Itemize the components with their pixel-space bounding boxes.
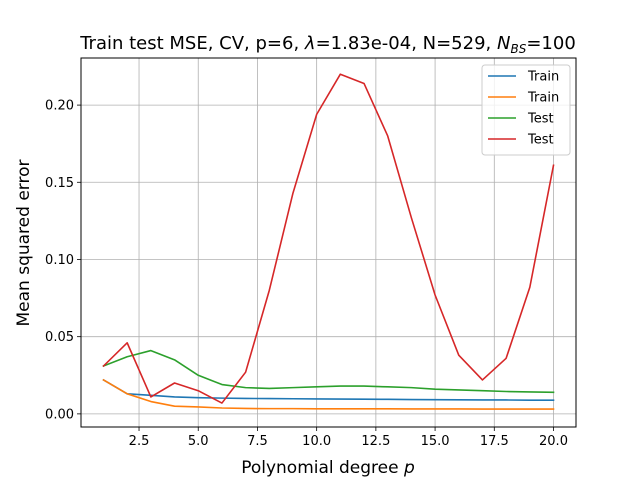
series-line-train-2 [102, 378, 555, 410]
legend-label-1: Train [527, 70, 559, 85]
series-lines [102, 73, 555, 410]
x-axis-ticks: 2.5 5.0 7.5 10.0 12.5 15.0 17.5 20.0 [129, 427, 568, 449]
legend-label-4: Test [527, 133, 554, 148]
plot-frame [80, 57, 577, 428]
x-tick-label: 20.0 [539, 434, 568, 449]
x-tick-label: 17.5 [480, 434, 509, 449]
y-tick-label: 0.15 [45, 176, 74, 191]
x-tick-label: 2.5 [129, 434, 150, 449]
y-tick-label: 0.00 [45, 407, 74, 422]
y-axis-label: Mean squared error [14, 160, 34, 327]
x-tick-label: 7.5 [247, 434, 268, 449]
series-line-train-1 [102, 378, 555, 401]
legend: Train Train Test Test [481, 64, 571, 156]
x-tick-label: 10.0 [302, 434, 331, 449]
series-line-test-4 [102, 73, 555, 404]
x-tick-label: 12.5 [361, 434, 390, 449]
y-tick-label: 0.05 [45, 330, 74, 345]
y-axis-ticks: 0.00 0.05 0.10 0.15 0.20 [45, 99, 81, 422]
x-axis-label: Polynomial degree p [241, 458, 415, 478]
legend-label-2: Train [527, 91, 559, 106]
series-line-test-3 [102, 349, 555, 394]
x-tick-label: 5.0 [188, 434, 209, 449]
legend-box [481, 64, 571, 156]
x-tick-label: 15.0 [421, 434, 450, 449]
chart-title: Train test MSE, CV, p=6, λ=1.83e-04, N=5… [79, 33, 576, 56]
y-tick-label: 0.20 [45, 99, 74, 114]
legend-label-3: Test [527, 112, 554, 127]
y-tick-label: 0.10 [45, 253, 74, 268]
